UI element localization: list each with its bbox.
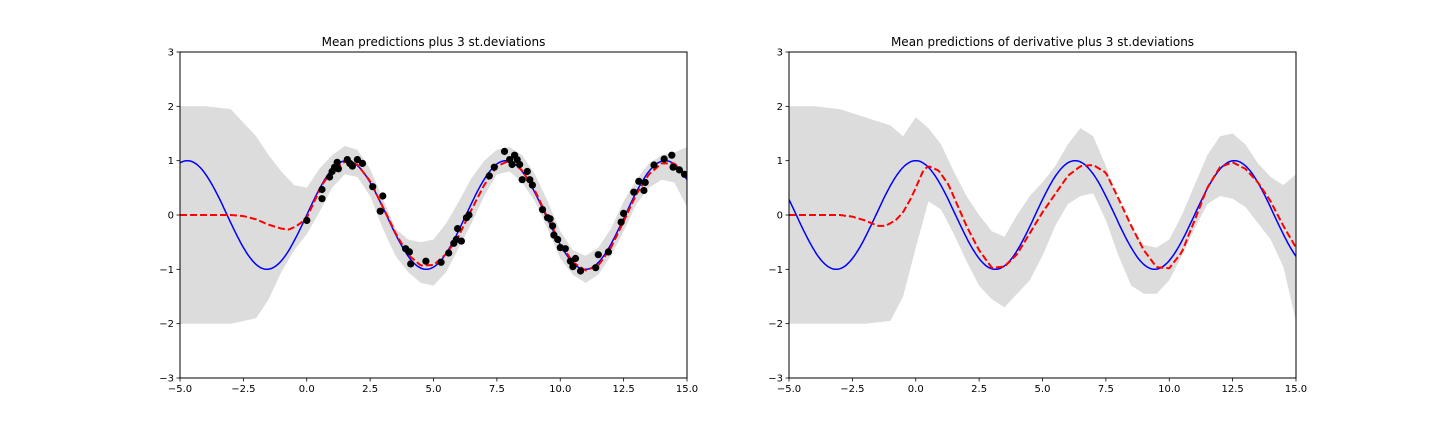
x-tick-label-left-6: 10.0 bbox=[549, 384, 571, 395]
mean-prediction-line-right bbox=[789, 161, 1296, 270]
confidence-band-left bbox=[180, 106, 687, 324]
y-tick-label-left-4: 1 bbox=[168, 156, 174, 167]
axes-right: −5.0 −2.5 0.0 2.5 5.0 7.5 10.0 12.5 15.0 −3 −2 −1 0 1… bbox=[768, 48, 1307, 396]
y-tick-label-left-0: −3 bbox=[159, 374, 174, 385]
data-point-left-32 bbox=[508, 160, 516, 169]
y-tick-label-right-1: −2 bbox=[768, 319, 783, 330]
data-point-left-39 bbox=[528, 181, 537, 189]
x-tick-label-right-1: −2.5 bbox=[840, 384, 864, 395]
y-tick-label-right-6: 3 bbox=[777, 48, 783, 59]
data-point-left-15 bbox=[379, 192, 387, 200]
data-point-left-17 bbox=[405, 248, 413, 256]
data-point-left-57 bbox=[630, 188, 638, 196]
data-point-left-62 bbox=[660, 155, 668, 163]
x-tick-label-right-0: −5.0 bbox=[777, 384, 801, 395]
data-point-left-55 bbox=[617, 218, 625, 226]
data-point-left-0 bbox=[303, 216, 311, 224]
data-point-left-61 bbox=[650, 161, 658, 169]
y-tick-label-left-6: 3 bbox=[168, 48, 174, 59]
data-point-left-2 bbox=[318, 185, 326, 194]
x-tick-label-right-6: 10.0 bbox=[1158, 384, 1180, 395]
data-point-left-12 bbox=[358, 159, 367, 167]
data-point-left-30 bbox=[500, 147, 509, 155]
x-tick-label-right-3: 2.5 bbox=[971, 384, 987, 395]
data-point-left-18 bbox=[407, 260, 415, 268]
data-point-left-45 bbox=[554, 235, 562, 244]
data-point-left-53 bbox=[594, 251, 602, 259]
y-tick-label-right-4: 1 bbox=[777, 156, 783, 167]
true-function-line-left bbox=[180, 159, 687, 271]
data-point-left-25 bbox=[457, 237, 465, 245]
data-point-left-36 bbox=[518, 176, 526, 184]
x-tick-label-left-8: 15.0 bbox=[676, 384, 698, 395]
data-point-left-64 bbox=[669, 163, 677, 171]
x-tick-label-right-2: 0.0 bbox=[908, 384, 924, 395]
data-point-left-65 bbox=[675, 166, 684, 174]
x-tick-label-left-0: −5.0 bbox=[168, 384, 192, 395]
data-point-left-49 bbox=[569, 263, 577, 271]
x-tick-label-left-3: 2.5 bbox=[362, 384, 378, 395]
chart-title-left: Mean predictions plus 3 st.deviations bbox=[322, 35, 546, 49]
x-tick-label-left-5: 7.5 bbox=[489, 384, 505, 395]
chart-panel-left: −5.0 −2.5 0.0 2.5 5.0 7.5 10.0 12.5 15.0 −3 −2 −1 0 1… bbox=[159, 35, 698, 395]
data-point-left-37 bbox=[523, 167, 531, 176]
data-point-left-27 bbox=[465, 211, 473, 219]
x-tick-label-left-7: 12.5 bbox=[612, 384, 634, 395]
x-tick-label-left-4: 5.0 bbox=[426, 384, 442, 395]
data-point-left-63 bbox=[668, 151, 676, 159]
data-point-left-29 bbox=[490, 163, 498, 171]
x-tick-label-left-2: 0.0 bbox=[299, 384, 315, 395]
y-tick-label-right-5: 2 bbox=[777, 102, 783, 113]
data-point-left-52 bbox=[592, 264, 600, 272]
chart-panel-right: −5.0 −2.5 0.0 2.5 5.0 7.5 10.0 12.5 15.0 −3 −2 −1 0 1… bbox=[768, 35, 1307, 395]
data-point-left-66 bbox=[680, 170, 687, 178]
y-tick-label-right-0: −3 bbox=[768, 374, 783, 385]
data-point-left-56 bbox=[620, 209, 628, 217]
x-tick-label-right-7: 12.5 bbox=[1221, 384, 1243, 395]
data-point-left-10 bbox=[348, 162, 356, 170]
data-point-left-51 bbox=[576, 267, 585, 275]
x-tick-label-right-5: 7.5 bbox=[1098, 384, 1114, 395]
data-point-left-1 bbox=[318, 195, 326, 203]
data-point-left-47 bbox=[561, 245, 569, 253]
data-point-left-11 bbox=[353, 156, 361, 164]
data-point-left-54 bbox=[604, 248, 613, 256]
data-point-left-59 bbox=[640, 186, 648, 195]
y-tick-label-left-1: −2 bbox=[159, 319, 174, 330]
data-point-left-3 bbox=[326, 173, 334, 181]
data-point-left-13 bbox=[369, 183, 377, 191]
x-tick-label-right-8: 15.0 bbox=[1285, 384, 1307, 395]
data-point-left-38 bbox=[526, 176, 534, 184]
data-point-left-42 bbox=[546, 215, 554, 223]
data-point-left-40 bbox=[538, 206, 547, 214]
data-point-left-24 bbox=[454, 225, 462, 233]
data-layer-left bbox=[180, 106, 687, 324]
data-layer-right bbox=[789, 106, 1296, 324]
data-point-left-21 bbox=[445, 249, 453, 257]
data-point-left-19 bbox=[422, 257, 430, 265]
data-point-left-7 bbox=[334, 165, 342, 173]
x-tick-label-right-4: 5.0 bbox=[1035, 384, 1051, 395]
chart-title-right: Mean predictions of derivative plus 3 st… bbox=[891, 35, 1194, 49]
y-tick-label-right-3: 0 bbox=[777, 211, 783, 222]
y-tick-label-left-3: 0 bbox=[168, 211, 174, 222]
data-point-left-28 bbox=[485, 172, 493, 180]
y-tick-label-left-2: −1 bbox=[159, 265, 174, 276]
y-tick-label-left-5: 2 bbox=[168, 102, 174, 113]
data-point-left-20 bbox=[437, 258, 445, 266]
data-point-left-43 bbox=[549, 222, 557, 230]
data-point-left-58 bbox=[635, 177, 643, 185]
mean-prediction-line-left bbox=[180, 159, 687, 272]
data-point-left-60 bbox=[641, 178, 649, 186]
data-point-left-14 bbox=[376, 207, 384, 215]
axes-left: −5.0 −2.5 0.0 2.5 5.0 7.5 10.0 12.5 15.0 −3 −2 −1 0 1… bbox=[159, 48, 698, 396]
data-point-left-35 bbox=[516, 160, 524, 169]
data-point-left-50 bbox=[571, 254, 580, 263]
x-tick-label-left-1: −2.5 bbox=[231, 384, 255, 395]
y-tick-label-right-2: −1 bbox=[768, 265, 783, 276]
data-point-left-6 bbox=[333, 158, 341, 166]
